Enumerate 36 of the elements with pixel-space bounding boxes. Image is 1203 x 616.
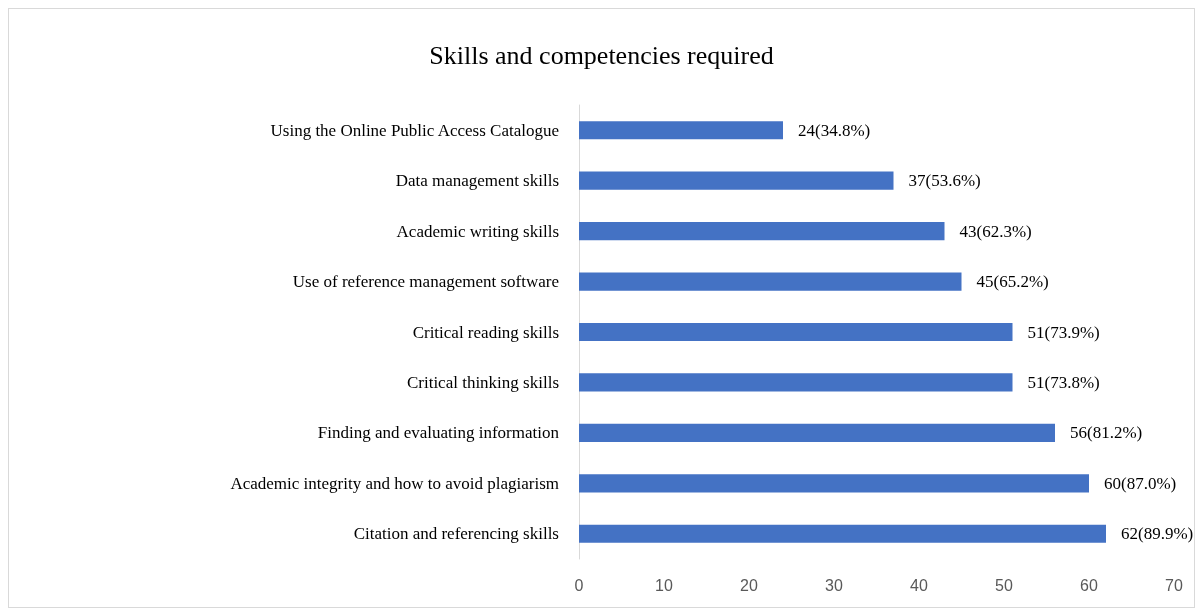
y-tick-label: Critical reading skills bbox=[412, 322, 559, 342]
bar bbox=[579, 322, 1013, 342]
bar bbox=[579, 272, 962, 291]
x-tick-label: 30 bbox=[825, 576, 843, 594]
data-label: 51(73.8%) bbox=[1027, 372, 1100, 392]
bar bbox=[579, 373, 1013, 392]
data-label: 60(87.0%) bbox=[1104, 473, 1177, 493]
y-tick-label: Finding and evaluating information bbox=[317, 423, 560, 443]
data-label: 56(81.2%) bbox=[1070, 423, 1143, 443]
bar bbox=[579, 474, 1089, 493]
bar bbox=[579, 423, 1055, 442]
data-label: 24(34.8%) bbox=[798, 120, 871, 140]
x-tick-label: 20 bbox=[740, 576, 758, 594]
bar bbox=[579, 171, 894, 190]
chart-title: Skills and competencies required bbox=[429, 40, 774, 70]
x-tick-label: 10 bbox=[655, 576, 673, 594]
y-tick-label: Academic integrity and how to avoid plagiarism bbox=[230, 473, 559, 493]
data-label: 51(73.9%) bbox=[1027, 322, 1100, 342]
x-tick-label: 0 bbox=[574, 576, 584, 594]
y-tick-label: Using the Online Public Access Catalogue bbox=[270, 120, 559, 140]
bar bbox=[579, 121, 783, 140]
bar bbox=[579, 222, 945, 241]
y-tick-label: Data management skills bbox=[395, 171, 559, 191]
data-label: 45(65.2%) bbox=[976, 272, 1049, 292]
x-tick-label: 60 bbox=[1080, 576, 1098, 594]
data-label: 62(89.9%) bbox=[1121, 524, 1194, 544]
y-tick-label: Academic writing skills bbox=[396, 221, 559, 241]
y-tick-label: Citation and referencing skills bbox=[353, 524, 559, 544]
x-tick-label: 50 bbox=[995, 576, 1013, 594]
y-tick-label: Use of reference management software bbox=[292, 272, 559, 292]
y-tick-label: Critical thinking skills bbox=[406, 372, 559, 392]
x-tick-label: 40 bbox=[910, 576, 928, 594]
data-label: 43(62.3%) bbox=[959, 221, 1032, 241]
bar bbox=[579, 524, 1106, 543]
data-label: 37(53.6%) bbox=[908, 171, 981, 191]
x-tick-label: 70 bbox=[1165, 576, 1183, 594]
